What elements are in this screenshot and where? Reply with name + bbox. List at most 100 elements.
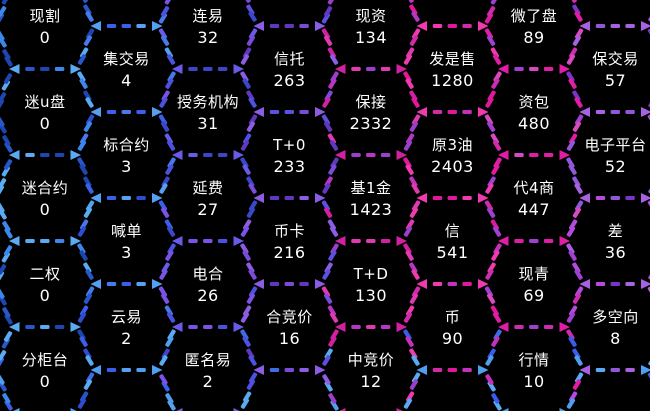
hex-edge xyxy=(158,28,176,65)
arrow-left-icon xyxy=(335,150,346,160)
hex-label: T+D xyxy=(353,265,389,283)
hex-cell[interactable] xyxy=(568,26,650,112)
hex-cell[interactable] xyxy=(79,26,174,112)
hex-cell[interactable] xyxy=(405,26,500,112)
hex-cell[interactable] xyxy=(405,284,500,370)
hex-edge xyxy=(484,28,502,65)
hex-label: 差 xyxy=(608,222,624,240)
hex-edge xyxy=(240,329,257,366)
hex-edge xyxy=(0,159,13,196)
hex-cell[interactable] xyxy=(242,284,337,370)
hex-cell[interactable] xyxy=(160,155,256,241)
hex-edge xyxy=(77,329,94,366)
hex-label: 基1金 xyxy=(350,179,391,197)
hex-value: 4 xyxy=(121,71,132,90)
hex-cell[interactable] xyxy=(323,327,419,411)
hex-label: 币 xyxy=(445,308,461,326)
hex-cell[interactable] xyxy=(568,112,650,198)
hex-edge xyxy=(568,0,583,22)
hex-value: 3 xyxy=(121,243,132,262)
hex-cell[interactable] xyxy=(405,112,500,198)
hex-cell[interactable] xyxy=(323,241,419,327)
hex-edge xyxy=(502,408,566,411)
hex-cell[interactable] xyxy=(0,241,93,327)
hex-cell[interactable] xyxy=(242,198,337,284)
hex-cell[interactable] xyxy=(568,284,650,370)
arrow-right-icon xyxy=(70,150,81,160)
hex-cell[interactable] xyxy=(0,0,93,69)
hex-value: 16 xyxy=(279,329,300,348)
hex-value: 36 xyxy=(605,243,626,262)
arrow-right-icon xyxy=(559,64,570,74)
hex-cell[interactable] xyxy=(486,155,582,241)
arrow-left-icon xyxy=(579,193,590,203)
hex-edge xyxy=(485,374,502,411)
hex-edge xyxy=(403,157,420,194)
hex-cell[interactable] xyxy=(486,0,582,69)
hex-label: 电子平台 xyxy=(584,136,646,154)
arrow-right-icon xyxy=(152,193,163,203)
hex-edge xyxy=(0,116,13,153)
hex-edge xyxy=(416,365,489,375)
hex-cell[interactable] xyxy=(323,69,419,155)
hex-value: 90 xyxy=(442,329,463,348)
hex-edge xyxy=(321,114,339,151)
hex-cell[interactable] xyxy=(486,241,582,327)
arrow-left-icon xyxy=(172,150,183,160)
hex-edge xyxy=(403,329,420,366)
hex-edge xyxy=(79,0,94,22)
hex-cell[interactable] xyxy=(79,284,174,370)
arrow-left-icon xyxy=(253,279,264,289)
hex-value: 27 xyxy=(197,200,218,219)
hex-cell[interactable] xyxy=(486,327,582,411)
hex-value: 541 xyxy=(436,243,468,262)
arrow-left-icon xyxy=(498,64,509,74)
arrow-right-icon xyxy=(70,236,81,246)
arrow-left-icon xyxy=(498,150,509,160)
hex-value: 0 xyxy=(40,372,51,391)
hex-cell[interactable] xyxy=(0,155,93,241)
hex-edge xyxy=(321,286,339,323)
arrow-left-icon xyxy=(416,365,427,375)
hex-edge xyxy=(77,200,95,237)
hex-edge xyxy=(253,21,326,31)
hex-cell[interactable] xyxy=(242,112,337,198)
hex-edge xyxy=(240,243,257,280)
arrow-left-icon xyxy=(335,322,346,332)
hex-edge xyxy=(566,71,583,108)
hex-cell[interactable] xyxy=(323,155,419,241)
hex-cell[interactable] xyxy=(79,112,174,198)
hex-edge xyxy=(158,0,174,24)
arrow-right-icon xyxy=(559,408,566,411)
hex-cell[interactable] xyxy=(242,26,337,112)
hex-cell[interactable] xyxy=(160,327,256,411)
hex-cell[interactable] xyxy=(486,69,582,155)
hex-edge xyxy=(498,322,570,332)
hex-edge xyxy=(403,372,421,409)
hex-cell[interactable] xyxy=(0,69,93,155)
hex-cell[interactable] xyxy=(0,327,93,411)
hex-cell[interactable] xyxy=(160,241,256,327)
hex-cell[interactable] xyxy=(323,0,419,69)
hex-cell[interactable] xyxy=(160,0,256,69)
arrow-left-icon xyxy=(253,107,264,117)
hex-label: 微了盘 xyxy=(511,7,558,25)
arrow-right-icon xyxy=(152,21,163,31)
hex-cell[interactable] xyxy=(568,198,650,284)
arrow-left-icon xyxy=(335,64,346,74)
hex-value: 2 xyxy=(121,329,132,348)
hex-cell[interactable] xyxy=(79,198,174,284)
arrow-left-icon xyxy=(498,236,509,246)
arrow-left-icon xyxy=(90,21,101,31)
hex-label: 分柜台 xyxy=(22,351,69,369)
hex-edge xyxy=(90,365,163,375)
hex-cell[interactable] xyxy=(160,69,256,155)
hex-edge xyxy=(566,372,584,409)
hex-edge xyxy=(485,157,502,194)
hex-edge xyxy=(579,107,650,117)
hex-cell[interactable] xyxy=(405,198,500,284)
arrow-left-icon xyxy=(90,107,101,117)
